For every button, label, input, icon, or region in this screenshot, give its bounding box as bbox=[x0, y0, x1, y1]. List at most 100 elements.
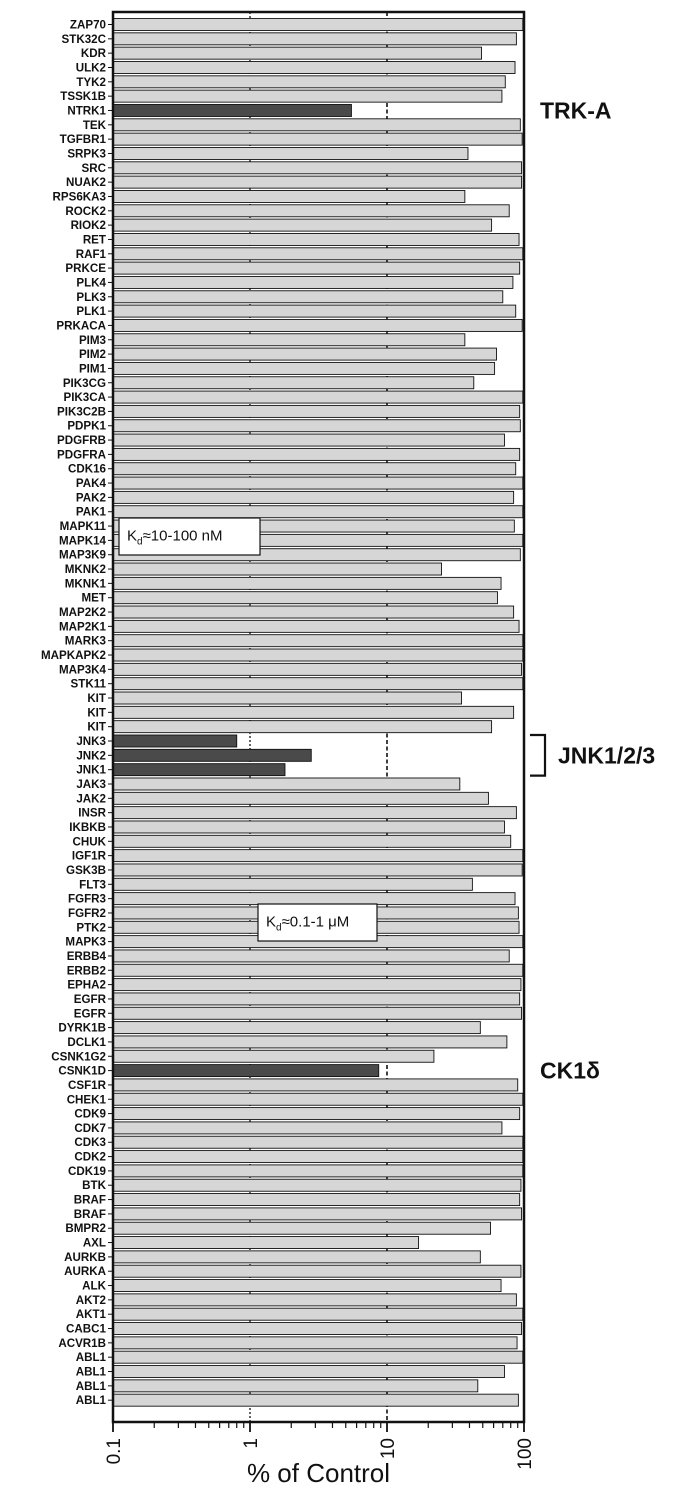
kd-sub: d bbox=[137, 537, 143, 548]
bar bbox=[112, 619, 520, 633]
bar bbox=[112, 204, 510, 218]
kinase-label: NTRK1 bbox=[67, 104, 106, 117]
kinase-label: GSK3B bbox=[66, 864, 106, 877]
bar bbox=[112, 677, 524, 691]
bar bbox=[112, 247, 524, 261]
kinase-label: RAF1 bbox=[76, 248, 107, 261]
x-axis-title: % of Control bbox=[247, 1458, 390, 1488]
bar bbox=[112, 1193, 521, 1207]
bar bbox=[112, 791, 489, 805]
kd-rest: ≈10-100 nM bbox=[143, 528, 223, 545]
bar bbox=[112, 562, 442, 576]
kinase-label: PAK2 bbox=[76, 491, 106, 504]
kd-box-text: Kd≈10-100 nM bbox=[127, 528, 223, 548]
bar bbox=[112, 505, 524, 519]
bar bbox=[112, 361, 496, 375]
bar bbox=[112, 662, 523, 676]
bar bbox=[112, 1221, 492, 1235]
bar bbox=[112, 1264, 522, 1278]
kinase-label: MAP3K4 bbox=[59, 663, 107, 676]
bar bbox=[112, 347, 497, 361]
bar bbox=[112, 777, 461, 791]
jnk-bracket bbox=[530, 733, 547, 777]
bar bbox=[112, 1092, 524, 1106]
x-tick-label: 100 bbox=[515, 1438, 536, 1470]
kinase-label: ULK2 bbox=[76, 61, 106, 74]
bar bbox=[112, 1135, 524, 1149]
kinase-label: JNK2 bbox=[76, 749, 106, 762]
kinase-label: MAPK3 bbox=[65, 936, 106, 949]
bar bbox=[112, 1064, 380, 1078]
bar bbox=[112, 132, 523, 146]
bar bbox=[112, 490, 515, 504]
kinase-label: FGFR2 bbox=[68, 907, 106, 920]
bar bbox=[112, 763, 286, 777]
kinase-label: JNK3 bbox=[76, 735, 106, 748]
annotation-label: TRK-A bbox=[540, 97, 612, 123]
bar bbox=[112, 147, 469, 160]
kinase-label: CDK2 bbox=[74, 1151, 106, 1164]
kinase-label: CHUK bbox=[73, 835, 107, 848]
kinase-label: BMPR2 bbox=[65, 1222, 106, 1235]
bar bbox=[112, 218, 493, 232]
annotations: TRK-A JNK1/2/3 CK1δ bbox=[530, 97, 655, 1084]
kinase-label: MAPK11 bbox=[60, 520, 107, 533]
kinase-label: MKNK2 bbox=[65, 563, 106, 576]
kinase-label: MKNK1 bbox=[65, 577, 107, 590]
kinase-label: CDK3 bbox=[74, 1136, 106, 1149]
kinase-label: IGF1R bbox=[72, 850, 107, 863]
bar bbox=[112, 447, 521, 461]
bar bbox=[112, 1322, 523, 1335]
kd-range-box-high-affinity: Kd≈10-100 nM bbox=[118, 517, 261, 556]
bar bbox=[112, 863, 523, 877]
bar bbox=[112, 1307, 524, 1321]
bar bbox=[112, 318, 523, 332]
bar bbox=[112, 1021, 481, 1035]
bar bbox=[112, 376, 475, 390]
kinase-label: CHEK1 bbox=[67, 1093, 107, 1106]
kinase-label: ABL1 bbox=[76, 1351, 107, 1364]
bar bbox=[112, 648, 524, 662]
kinase-label: FGFR3 bbox=[68, 893, 107, 906]
bar bbox=[112, 1393, 519, 1407]
annotation-label: CK1δ bbox=[540, 1058, 600, 1084]
bar bbox=[112, 705, 515, 719]
kinase-label: PLK3 bbox=[76, 291, 106, 304]
kinase-label: PIM1 bbox=[79, 362, 107, 375]
bar bbox=[112, 949, 510, 963]
bar bbox=[112, 1336, 518, 1350]
kinase-label: AURKB bbox=[64, 1251, 106, 1264]
bar bbox=[112, 1035, 508, 1049]
kinase-label: ACVR1B bbox=[58, 1337, 106, 1350]
kinase-label: STK32C bbox=[62, 33, 107, 46]
kinase-label: KDR bbox=[81, 47, 107, 60]
kinase-label: PDPK1 bbox=[67, 420, 106, 433]
bar bbox=[112, 275, 514, 289]
kinase-label: CDK7 bbox=[74, 1122, 106, 1135]
kinase-label: PTK2 bbox=[76, 921, 106, 934]
kinase-label: RIOK2 bbox=[71, 219, 106, 232]
kinase-label: ABL1 bbox=[76, 1394, 107, 1407]
kinase-label: MET bbox=[82, 592, 106, 605]
bar bbox=[112, 290, 504, 304]
bar bbox=[112, 849, 524, 863]
bar bbox=[112, 892, 516, 906]
bar bbox=[112, 1006, 523, 1020]
kd-main: K bbox=[266, 914, 276, 931]
kinase-label: CSNK1G2 bbox=[51, 1050, 106, 1063]
bar bbox=[112, 1207, 523, 1221]
bar bbox=[112, 190, 466, 203]
bar bbox=[112, 691, 462, 705]
bar bbox=[112, 476, 524, 490]
bar bbox=[112, 1178, 522, 1192]
bar bbox=[112, 404, 521, 418]
kinase-label: ERBB4 bbox=[67, 950, 107, 963]
kinase-label: PIK3CG bbox=[63, 377, 106, 390]
annotation-label: JNK1/2/3 bbox=[558, 742, 655, 768]
kinase-label: AURKA bbox=[64, 1265, 106, 1278]
bar bbox=[112, 261, 521, 275]
bar bbox=[112, 1049, 435, 1063]
kinase-label: PIM2 bbox=[79, 348, 106, 361]
kinase-label: ALK bbox=[82, 1280, 106, 1293]
